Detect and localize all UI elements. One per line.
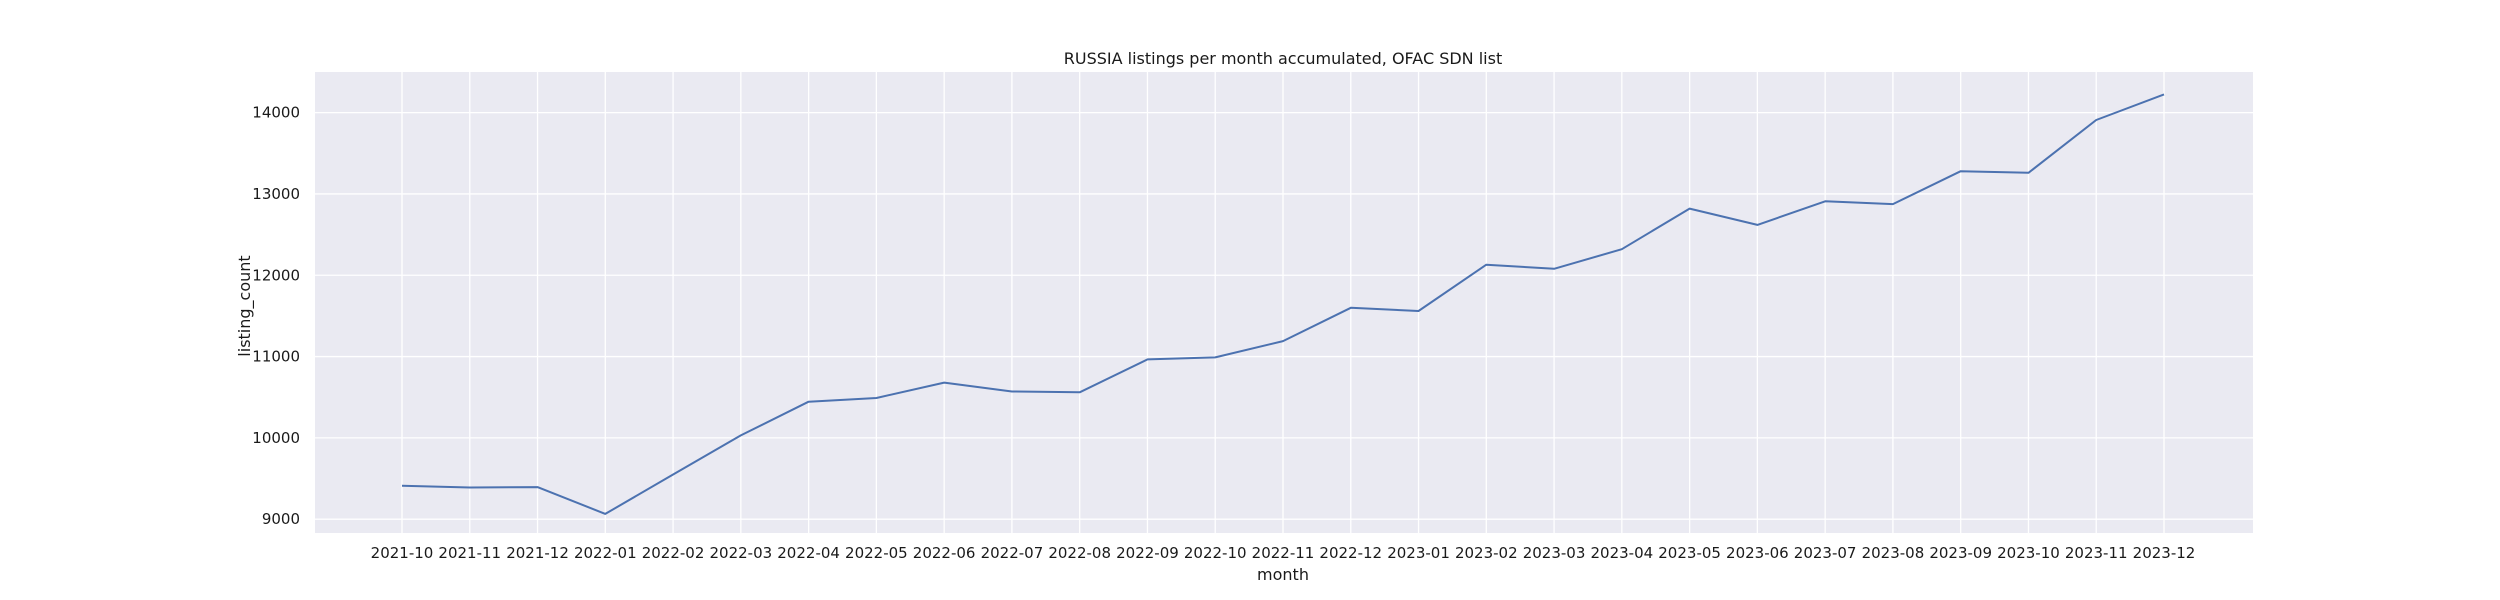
x-tick-label: 2021-11 xyxy=(438,544,501,562)
x-tick-label: 2022-07 xyxy=(981,544,1044,562)
x-tick-label: 2023-01 xyxy=(1387,544,1450,562)
x-tick-label: 2023-08 xyxy=(1862,544,1925,562)
x-tick-label: 2023-12 xyxy=(2133,544,2196,562)
x-tick-label: 2022-05 xyxy=(845,544,908,562)
x-tick-label: 2023-03 xyxy=(1523,544,1586,562)
x-tick-label: 2023-05 xyxy=(1658,544,1721,562)
series-layer xyxy=(401,93,2165,515)
x-tick-label: 2023-07 xyxy=(1794,544,1857,562)
x-tick-label: 2022-08 xyxy=(1048,544,1111,562)
x-tick-label: 2022-06 xyxy=(913,544,976,562)
x-tick-label: 2022-02 xyxy=(642,544,705,562)
x-tick-label: 2021-12 xyxy=(506,544,569,562)
chart-title: RUSSIA listings per month accumulated, O… xyxy=(1064,49,1502,68)
y-tick-label: 11000 xyxy=(252,348,300,366)
x-tick-label: 2023-02 xyxy=(1455,544,1518,562)
y-tick-label: 13000 xyxy=(252,185,300,203)
x-tick-label: 2023-10 xyxy=(1997,544,2060,562)
x-tick-label: 2022-03 xyxy=(710,544,773,562)
x-tick-label: 2023-09 xyxy=(1929,544,1992,562)
grid-lines xyxy=(315,72,2253,533)
x-tick-label: 2023-11 xyxy=(2065,544,2128,562)
y-tick-label: 12000 xyxy=(252,266,300,284)
series-line xyxy=(401,93,2165,515)
x-axis-label: month xyxy=(1257,565,1309,584)
x-tick-label: 2022-12 xyxy=(1319,544,1382,562)
x-tick-label: 2022-10 xyxy=(1184,544,1247,562)
x-tick-label: 2023-04 xyxy=(1591,544,1654,562)
x-tick-label: 2022-04 xyxy=(777,544,840,562)
x-tick-label: 2022-11 xyxy=(1252,544,1315,562)
x-tick-label: 2021-10 xyxy=(371,544,434,562)
y-axis-label: listing_count xyxy=(235,255,255,356)
plot-area xyxy=(315,72,2253,533)
y-axis-ticks: 9000 10000 11000 12000 13000 14000 xyxy=(252,104,300,529)
x-tick-label: 2022-01 xyxy=(574,544,637,562)
y-tick-label: 14000 xyxy=(252,104,300,122)
x-axis-ticks: 2021-10 2021-11 2021-12 2022-01 2022-02 2022-… xyxy=(371,544,2196,562)
x-tick-label: 2022-09 xyxy=(1116,544,1179,562)
x-tick-label: 2023-06 xyxy=(1726,544,1789,562)
y-tick-label: 9000 xyxy=(262,510,300,528)
y-tick-label: 10000 xyxy=(252,429,300,447)
